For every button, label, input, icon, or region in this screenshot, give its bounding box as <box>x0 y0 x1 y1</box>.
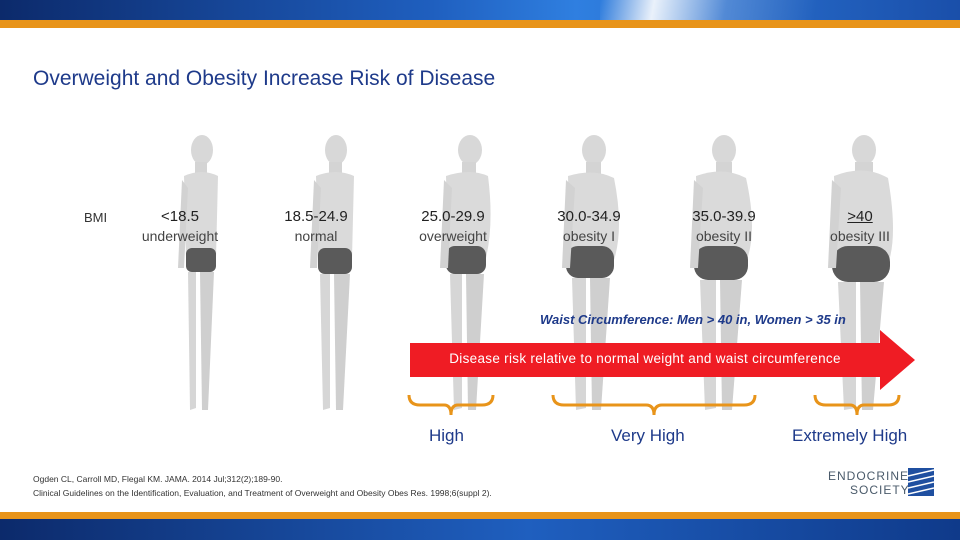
bmi-range: 35.0-39.9 <box>692 208 756 225</box>
citation-line: Clinical Guidelines on the Identificatio… <box>33 488 492 498</box>
risk-arrow <box>410 330 915 390</box>
logo-text-line2: SOCIETY <box>850 483 910 497</box>
risk-level-extremely-high: Extremely High <box>792 426 908 445</box>
citation-block: Ogden CL, Carroll MD, Flegal KM. JAMA. 2… <box>33 472 492 500</box>
slide-title: Overweight and Obesity Increase Risk of … <box>33 67 496 90</box>
body-figure-normal <box>292 128 372 423</box>
bmi-category-overweight: 25.0-29.9 overweight <box>383 208 523 246</box>
bmi-description: obesity I <box>562 228 616 244</box>
bmi-description: obesity II <box>695 228 753 244</box>
bmi-label: BMI <box>84 210 108 225</box>
logo-mark-icon <box>908 468 934 496</box>
brace-extremely-high <box>813 394 901 416</box>
logo-text-line1: ENDOCRINE <box>828 469 910 483</box>
bmi-description: normal <box>294 228 338 244</box>
bmi-category-underweight: <18.5 underweight <box>110 208 250 246</box>
bmi-range: 25.0-29.9 <box>421 208 485 225</box>
waist-circumference-note: Waist Circumference: Men > 40 in, Women … <box>540 312 846 327</box>
brace-very-high <box>551 394 757 416</box>
bottom-accent-line <box>0 512 960 519</box>
bmi-range: >40 <box>847 208 873 225</box>
body-figure-icon <box>178 135 218 410</box>
citation-line: Ogden CL, Carroll MD, Flegal KM. JAMA. 2… <box>33 474 283 484</box>
bmi-description: overweight <box>419 228 487 244</box>
bottom-footer-bar <box>0 519 960 540</box>
body-figure-icon <box>690 135 752 410</box>
bmi-category-normal: 18.5-24.9 normal <box>246 208 386 246</box>
bmi-description: obesity III <box>830 228 890 244</box>
body-figure-icon <box>310 135 354 410</box>
risk-arrow-label: Disease risk relative to normal weight a… <box>449 351 841 366</box>
bmi-range: <18.5 <box>161 208 199 225</box>
bmi-category-obesity-2: 35.0-39.9 obesity II <box>654 208 794 246</box>
bmi-range: 18.5-24.9 <box>284 208 348 225</box>
bmi-category-obesity-1: 30.0-34.9 obesity I <box>519 208 659 246</box>
body-figure-underweight <box>158 128 238 423</box>
brace-high <box>407 394 495 416</box>
top-accent-line <box>0 20 960 28</box>
risk-level-very-high: Very High <box>611 426 685 445</box>
body-figure-obesity-2 <box>678 128 758 423</box>
top-header-highlight <box>600 0 960 20</box>
bmi-description: underweight <box>141 228 219 244</box>
bmi-range: 30.0-34.9 <box>557 208 621 225</box>
risk-level-high: High <box>429 426 464 445</box>
endocrine-society-logo: ENDOCRINE SOCIETY <box>828 468 934 497</box>
bmi-category-obesity-3: >40 obesity III <box>790 208 930 246</box>
